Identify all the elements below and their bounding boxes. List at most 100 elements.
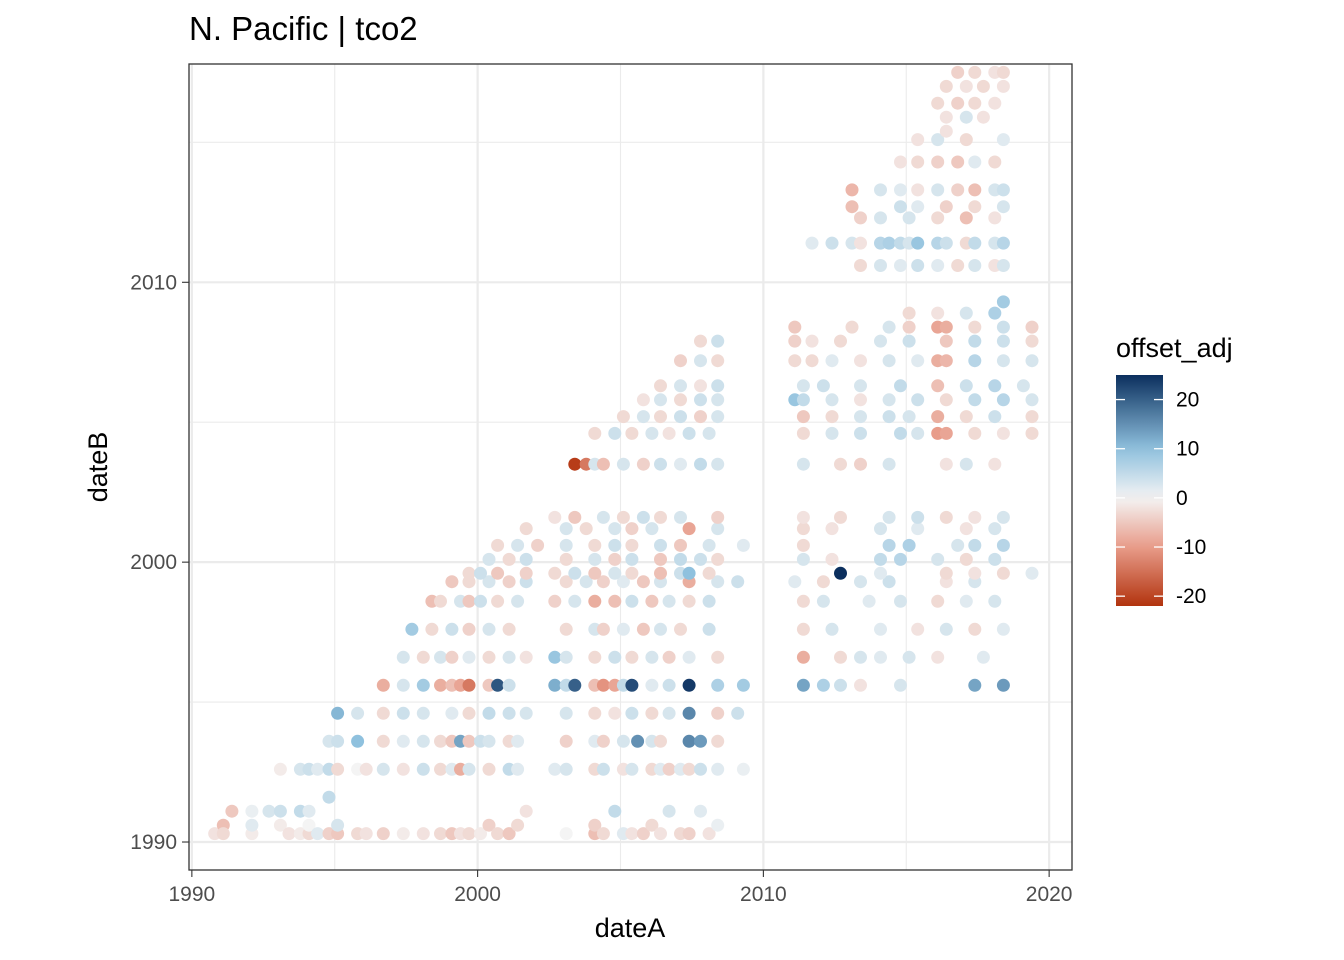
data-point [245, 804, 259, 818]
data-point [416, 827, 430, 841]
data-point [825, 622, 839, 636]
data-point [376, 827, 390, 841]
data-point [654, 457, 667, 471]
y-axis-title: dateB [83, 432, 113, 503]
data-point [608, 552, 622, 566]
data-point [968, 622, 982, 636]
data-point [996, 200, 1010, 214]
data-point [796, 552, 810, 566]
data-point [911, 510, 925, 524]
data-point [531, 538, 545, 552]
data-point [588, 552, 602, 566]
data-point [996, 65, 1010, 79]
data-point [996, 538, 1010, 552]
data-point [416, 706, 430, 720]
data-point [625, 522, 639, 536]
data-point [462, 594, 476, 608]
data-point [711, 410, 725, 424]
data-point [359, 762, 373, 776]
data-point [951, 96, 965, 110]
data-point [519, 552, 533, 566]
data-point [702, 566, 716, 580]
data-point [588, 538, 602, 552]
data-point [882, 510, 896, 524]
data-point [976, 79, 990, 93]
data-point [988, 155, 1002, 169]
data-point [874, 650, 887, 664]
data-point [674, 538, 687, 552]
data-point [845, 320, 859, 334]
data-point [959, 457, 973, 471]
data-point [854, 410, 867, 424]
data-point [445, 650, 459, 664]
data-point [434, 594, 447, 608]
x-axis-title: dateA [595, 913, 666, 943]
data-point [711, 575, 725, 589]
data-point [654, 379, 667, 393]
data-point [796, 510, 810, 524]
data-point [462, 734, 476, 748]
data-point [482, 575, 496, 589]
data-point [645, 522, 659, 536]
data-point [874, 552, 887, 566]
legend-label: 10 [1176, 438, 1199, 461]
data-point [788, 334, 802, 348]
data-point [445, 575, 459, 589]
data-point [416, 762, 430, 776]
data-point [474, 594, 487, 608]
data-point [559, 827, 573, 841]
data-point [519, 804, 533, 818]
data-point [462, 566, 476, 580]
data-point [711, 334, 725, 348]
data-point [636, 393, 650, 407]
data-point [988, 594, 1002, 608]
data-point [976, 650, 990, 664]
data-point [625, 594, 639, 608]
data-point [911, 393, 925, 407]
data-point [579, 575, 593, 589]
data-point [911, 236, 925, 250]
data-point [482, 622, 496, 636]
data-point [894, 259, 907, 272]
data-point [568, 510, 582, 524]
data-point [559, 522, 573, 536]
data-point [882, 538, 896, 552]
data-point [445, 622, 459, 636]
data-point [894, 379, 907, 393]
data-point [996, 320, 1010, 334]
data-point [273, 762, 287, 776]
data-point [331, 734, 345, 748]
data-point [805, 334, 819, 348]
data-point [1025, 320, 1039, 334]
data-point [816, 379, 830, 393]
data-point [874, 522, 887, 536]
data-point [931, 379, 945, 393]
data-point [548, 510, 562, 524]
data-point [322, 790, 336, 804]
data-point [682, 762, 696, 776]
data-point [968, 200, 982, 214]
data-point [645, 594, 659, 608]
data-point [568, 594, 582, 608]
data-point [596, 734, 610, 748]
data-point [702, 594, 716, 608]
data-point [654, 566, 667, 580]
data-point [882, 320, 896, 334]
data-point [682, 827, 696, 841]
data-point [894, 552, 907, 566]
data-point [988, 410, 1002, 424]
data-point [682, 734, 696, 748]
data-point [511, 818, 525, 832]
x-tick-label: 2010 [740, 883, 787, 906]
data-point [662, 650, 676, 664]
data-point [796, 522, 810, 536]
data-point [548, 762, 562, 776]
data-point [882, 354, 896, 368]
data-point [311, 827, 325, 841]
plot-panel [188, 63, 1073, 871]
data-point [682, 594, 696, 608]
data-point [711, 706, 725, 720]
data-point [491, 678, 505, 692]
legend-label: -10 [1176, 536, 1206, 559]
data-point [245, 818, 259, 832]
